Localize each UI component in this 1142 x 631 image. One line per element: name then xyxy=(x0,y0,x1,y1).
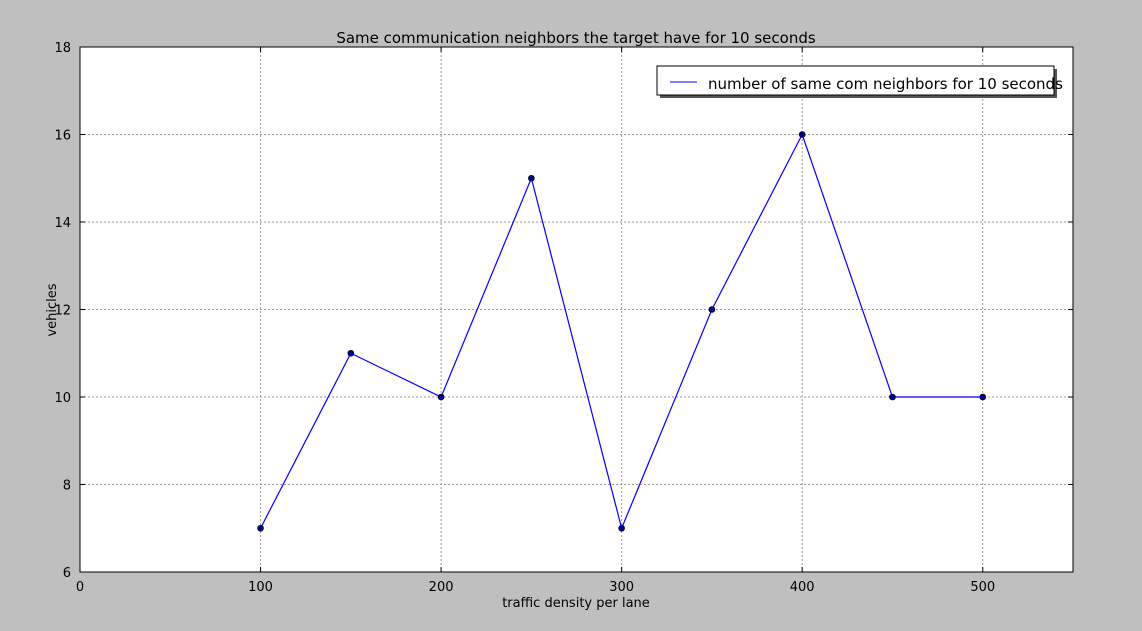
y-tick-label: 8 xyxy=(63,479,71,494)
axis-ticks: 0 100 200 300 400 500 6 8 10 12 14 16 18 xyxy=(54,41,1073,595)
data-point xyxy=(618,524,625,532)
x-axis-label: traffic density per lane xyxy=(502,596,650,611)
data-point xyxy=(437,393,445,401)
data-point xyxy=(528,174,535,182)
data-point xyxy=(708,306,716,313)
y-tick-label: 14 xyxy=(54,216,71,231)
y-tick-label: 12 xyxy=(54,304,71,319)
data-point xyxy=(979,393,987,401)
legend-label: number of same com neighbors for 10 seco… xyxy=(708,75,1063,93)
data-point xyxy=(798,131,806,138)
x-tick-label: 300 xyxy=(609,580,634,595)
data-point xyxy=(347,349,355,357)
x-tick-label: 0 xyxy=(76,580,84,595)
legend-box xyxy=(656,65,1055,96)
chart-title: Same communication neighbors the target … xyxy=(336,29,816,47)
x-tick-label: 100 xyxy=(248,580,273,595)
grid-lines xyxy=(80,47,1073,572)
legend: number of same com neighbors for 10 seco… xyxy=(656,65,1063,98)
y-tick-label: 18 xyxy=(54,41,71,56)
series-layer xyxy=(257,131,987,532)
y-axis-label: vehicles xyxy=(45,283,60,336)
data-point xyxy=(257,524,264,532)
x-tick-label: 400 xyxy=(790,580,815,595)
y-tick-label: 16 xyxy=(54,129,71,144)
data-point xyxy=(889,393,896,401)
x-tick-label: 500 xyxy=(970,580,995,595)
x-tick-label: 200 xyxy=(429,580,454,595)
y-tick-label: 6 xyxy=(63,566,71,581)
y-tick-label: 10 xyxy=(54,391,71,406)
